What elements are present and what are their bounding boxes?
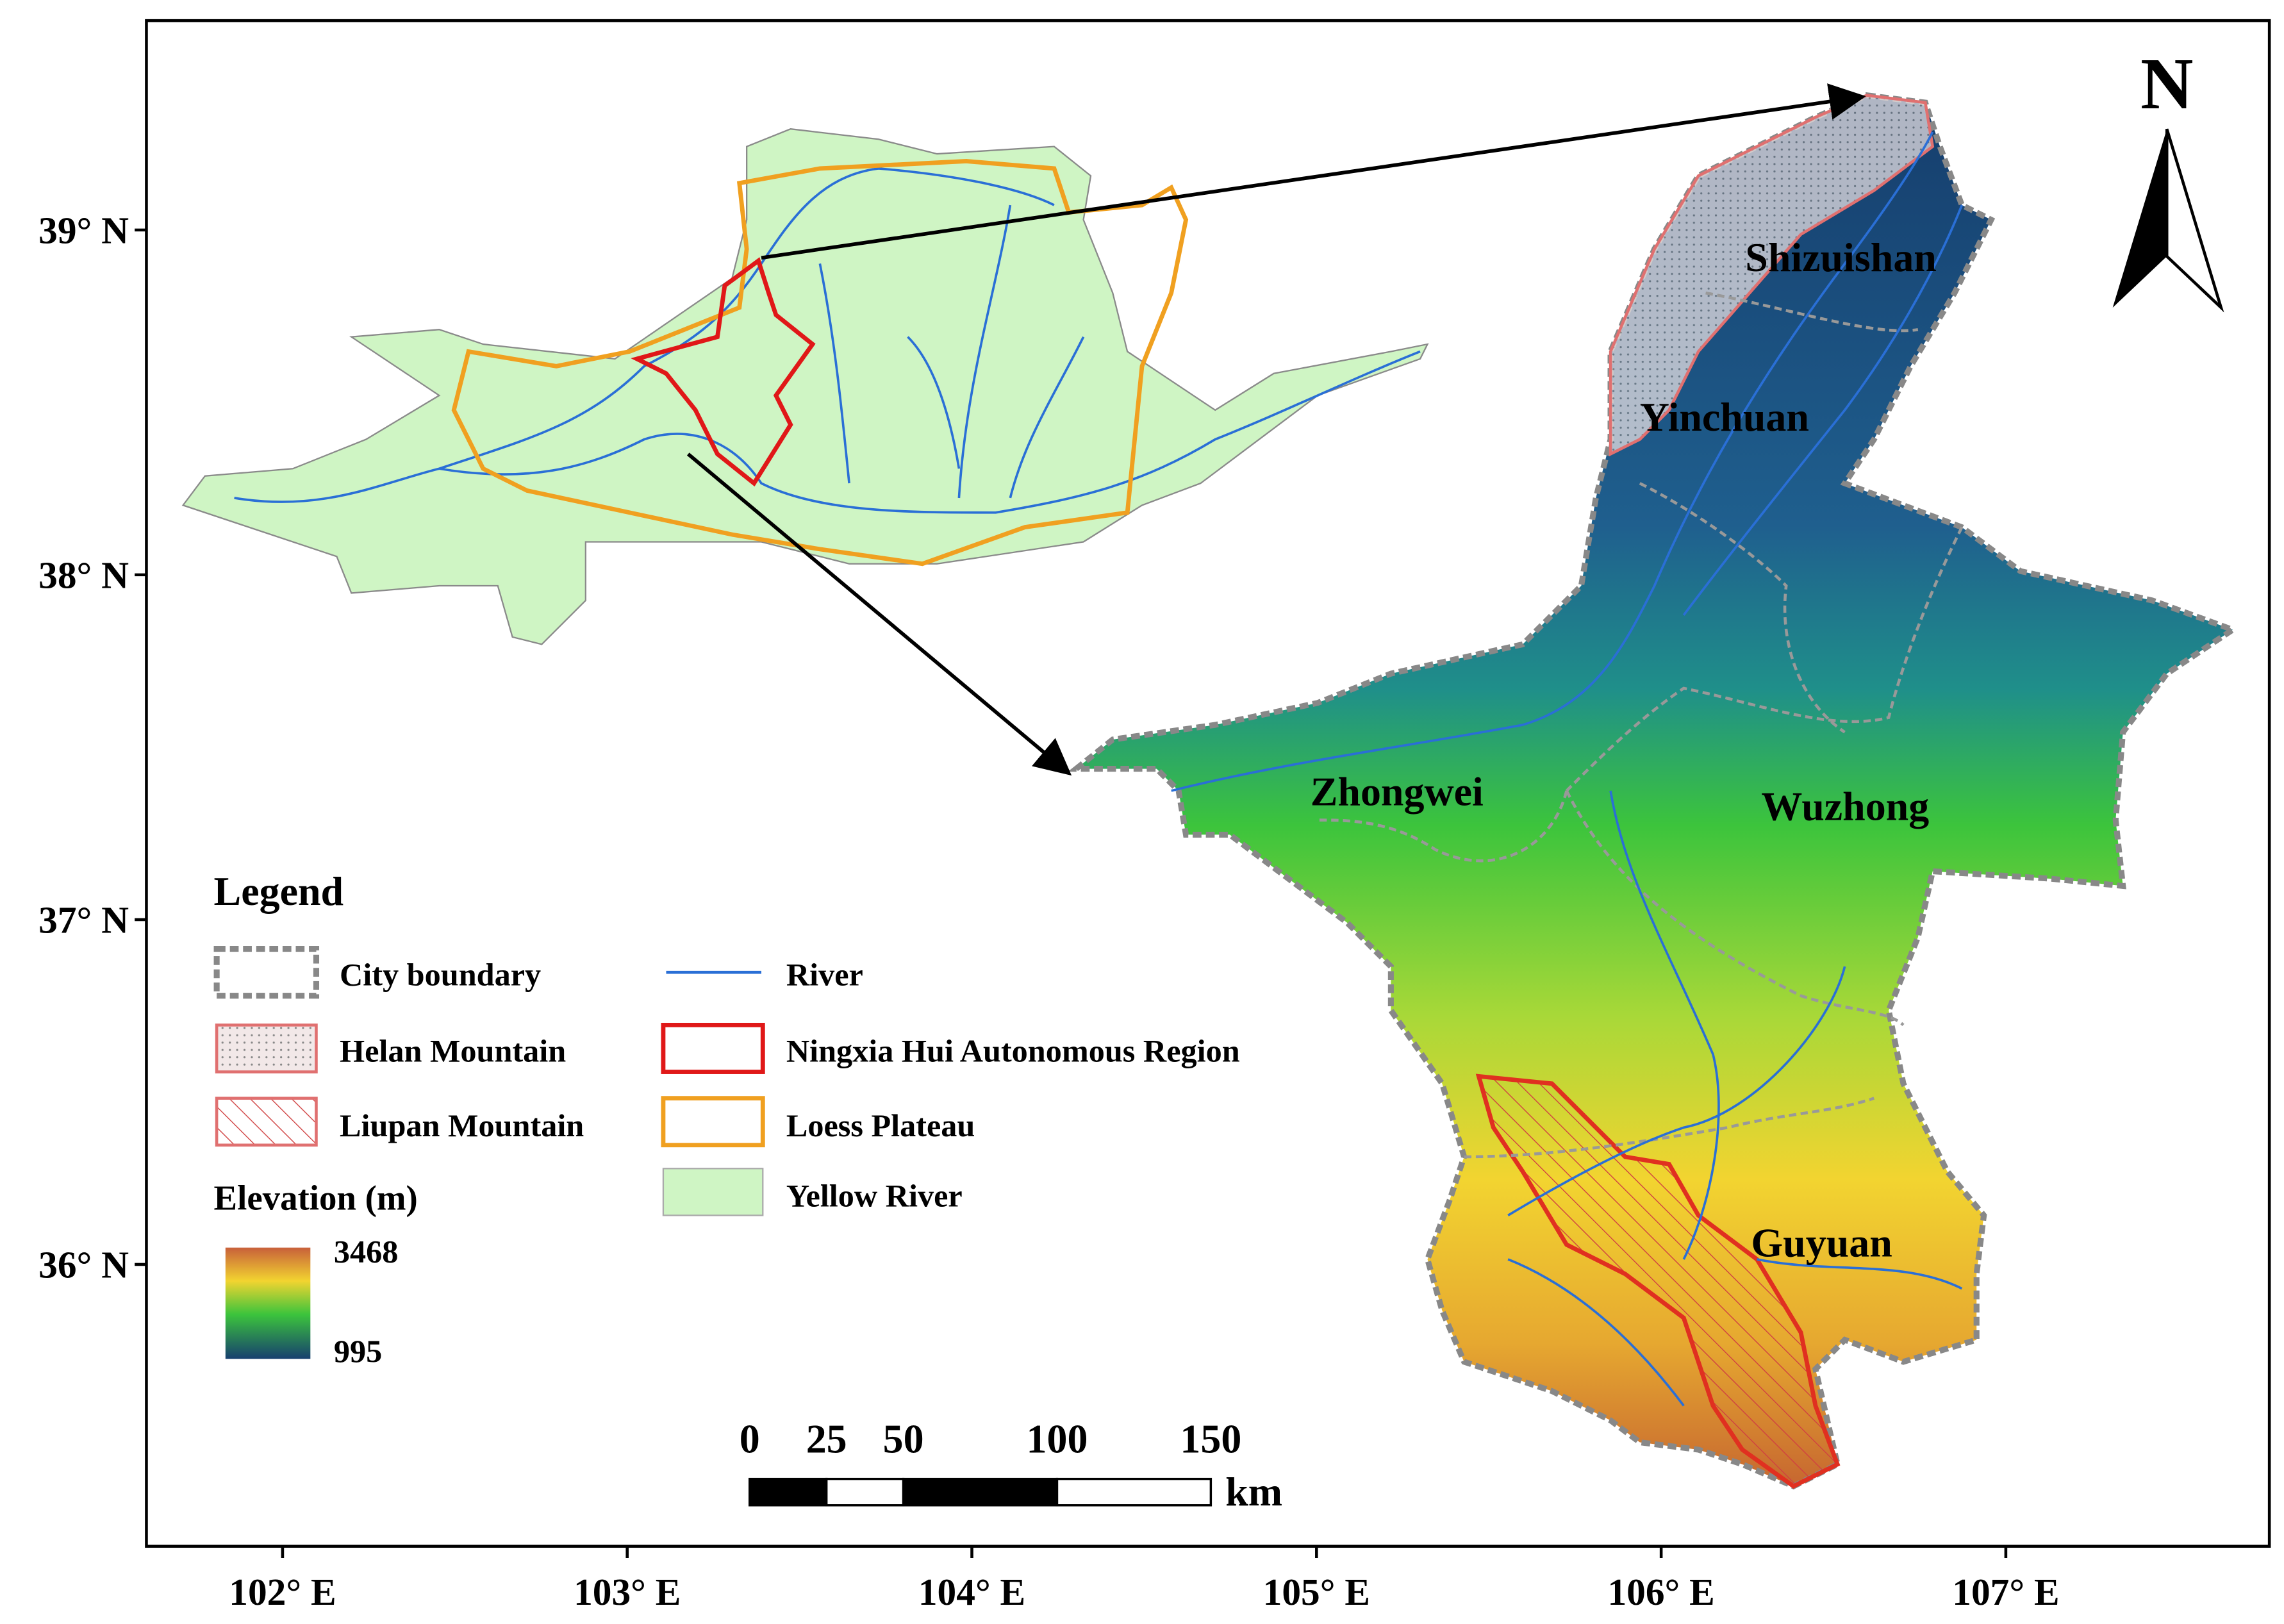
scale-segment bbox=[1055, 1477, 1212, 1507]
arrow bbox=[686, 452, 1072, 776]
place-label: Shizuishan bbox=[1745, 235, 1937, 280]
scale-label: 25 bbox=[806, 1416, 847, 1462]
legend-swatch bbox=[662, 1168, 764, 1216]
scale-segment bbox=[749, 1477, 828, 1507]
legend-swatch bbox=[215, 1097, 318, 1147]
helan-mountain bbox=[1609, 94, 1935, 457]
north-arrow bbox=[2165, 128, 2224, 313]
legend-label: Ningxia Hui Autonomous Region bbox=[786, 1033, 1240, 1069]
lon-tick-label: 102° E bbox=[229, 1571, 336, 1613]
ningxia-outline-small bbox=[631, 257, 816, 487]
legend-title: Legend bbox=[214, 868, 344, 914]
lon-tick-label: 104° E bbox=[918, 1571, 1025, 1613]
lat-tick-label: 37° N bbox=[38, 899, 129, 941]
legend-swatch bbox=[661, 1096, 765, 1148]
basin-rivers bbox=[234, 167, 1421, 514]
lon-tick-label: 105° E bbox=[1263, 1571, 1370, 1613]
legend-swatch bbox=[661, 1022, 765, 1074]
legend-swatch bbox=[213, 946, 320, 999]
place-label: Guyuan bbox=[1751, 1220, 1892, 1265]
scale-label: 100 bbox=[1027, 1416, 1088, 1462]
lon-tick-label: 103° E bbox=[574, 1571, 681, 1613]
legend-label: Loess Plateau bbox=[786, 1107, 975, 1143]
legend-swatch bbox=[215, 1023, 318, 1073]
north-label: N bbox=[2140, 43, 2194, 124]
scale-label: 0 bbox=[740, 1416, 760, 1462]
elevation-min: 995 bbox=[334, 1333, 382, 1369]
elevation-title: Elevation (m) bbox=[214, 1178, 418, 1217]
lat-tick-label: 36° N bbox=[38, 1244, 129, 1286]
legend-label: City boundary bbox=[340, 957, 541, 993]
scale-label: 150 bbox=[1180, 1416, 1241, 1462]
legend-label: Yellow River bbox=[786, 1178, 963, 1214]
scale-segment bbox=[825, 1477, 905, 1507]
arrow bbox=[761, 83, 1866, 260]
liupan-mountain bbox=[1475, 1073, 1841, 1489]
lat-tick-label: 39° N bbox=[38, 209, 129, 251]
place-label: Wuzhong bbox=[1761, 784, 1929, 829]
scale-bar: 0 25 50 100 150 km bbox=[740, 1416, 1282, 1514]
scale-unit: km bbox=[1225, 1469, 1282, 1514]
ningxia-rivers bbox=[1171, 131, 1964, 1407]
scale-segment bbox=[902, 1477, 1059, 1507]
elevation-colorbar bbox=[225, 1247, 311, 1359]
lon-tick-label: 106° E bbox=[1607, 1571, 1714, 1613]
place-label: Zhongwei bbox=[1311, 769, 1484, 815]
place-label: Yinchuan bbox=[1640, 394, 1809, 440]
ningxia-elevation bbox=[1068, 92, 2240, 1490]
lat-tick-label: 38° N bbox=[38, 554, 129, 596]
legend-label: Helan Mountain bbox=[340, 1033, 566, 1069]
legend-label: Liupan Mountain bbox=[340, 1107, 584, 1143]
city-boundaries bbox=[1318, 291, 1964, 1159]
lon-tick-label: 107° E bbox=[1952, 1571, 2059, 1613]
scale-label: 50 bbox=[883, 1416, 924, 1462]
legend-label: River bbox=[786, 957, 863, 993]
axes: 39° N 38° N 37° N 36° N 102° E 103° E 104° E 10… bbox=[38, 209, 2059, 1613]
elevation-max: 3468 bbox=[334, 1234, 399, 1270]
